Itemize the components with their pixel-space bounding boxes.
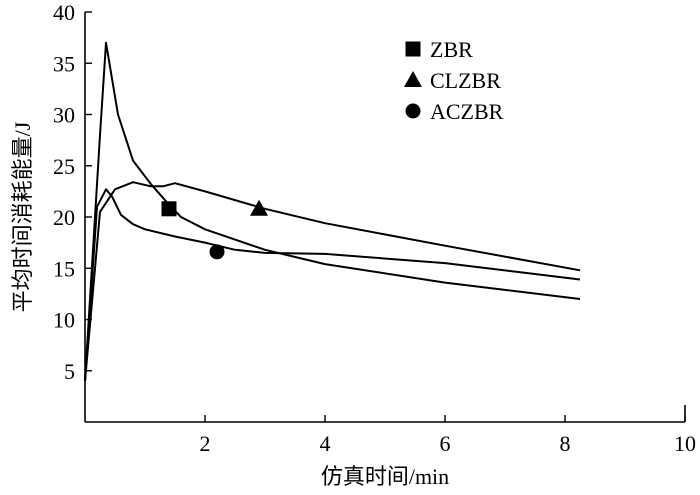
series-line-clzbr [84, 181, 581, 382]
y-tick-label: 25 [53, 154, 75, 179]
x-ticks: 2 4 6 8 10 [200, 415, 696, 456]
legend-marker-aczbr [405, 103, 421, 119]
series-line-aczbr [84, 188, 581, 382]
y-tick-label: 15 [53, 256, 75, 281]
plot-area [84, 12, 686, 423]
legend-label-clzbr: CLZBR [430, 68, 501, 93]
series-line-zbr [84, 41, 581, 382]
legend: ZBR CLZBR ACZBR [404, 37, 504, 124]
x-axis-title: 仿真时间/min [321, 464, 449, 489]
legend-marker-clzbr [404, 71, 422, 87]
y-axis-title: 平均时间消耗能量/J [10, 121, 35, 312]
series-group [84, 41, 581, 382]
legend-marker-zbr [405, 41, 421, 57]
x-tick-label: 10 [674, 431, 696, 456]
series-marker-aczbr [209, 244, 225, 260]
series-marker-clzbr [250, 199, 268, 216]
legend-label-zbr: ZBR [430, 37, 473, 62]
series-marker-zbr [161, 201, 177, 217]
y-ticks: 5 10 15 20 25 30 35 40 [53, 0, 92, 384]
legend-label-aczbr: ACZBR [430, 99, 504, 124]
y-tick-label: 10 [53, 308, 75, 333]
y-tick-label: 30 [53, 103, 75, 128]
x-tick-label: 4 [320, 431, 331, 456]
y-tick-label: 20 [53, 205, 75, 230]
x-tick-label: 8 [560, 431, 571, 456]
y-tick-label: 5 [64, 359, 75, 384]
y-tick-label: 35 [53, 51, 75, 76]
y-tick-label: 40 [53, 0, 75, 25]
x-tick-label: 6 [440, 431, 451, 456]
x-tick-label: 2 [200, 431, 211, 456]
markers-group [161, 199, 268, 260]
